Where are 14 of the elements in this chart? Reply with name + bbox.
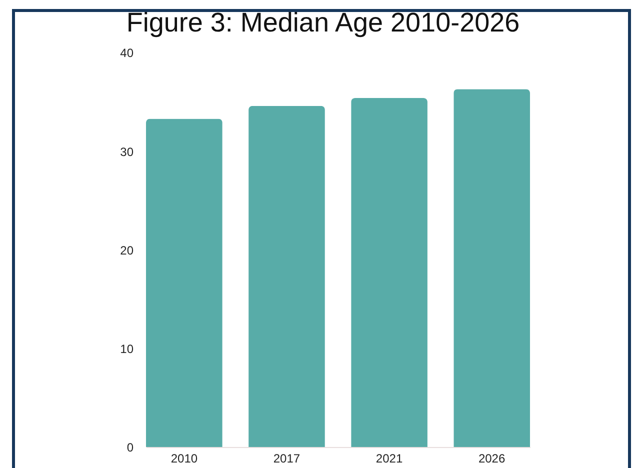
x-tick-label: 2021 [376,452,403,466]
y-tick-label: 10 [120,342,134,356]
x-tick-label: 2017 [273,452,300,466]
chart-title: Figure 3: Median Age 2010-2026 [126,8,520,38]
y-tick-label: 40 [120,46,134,60]
bar [146,118,222,447]
bar [454,89,530,447]
bar [248,106,325,447]
x-tick-label: 2010 [170,452,198,466]
bar [351,98,428,447]
x-tick-label: 2026 [478,452,506,466]
y-tick-label: 30 [120,144,134,159]
y-tick-label: 20 [120,243,134,258]
y-tick-label: 0 [126,440,134,454]
